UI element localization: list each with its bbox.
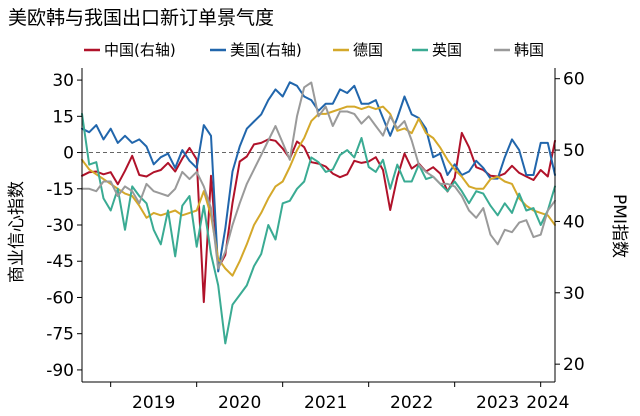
legend-label: 韩国 [514,41,544,59]
x-tick-label: 2022 [390,393,433,413]
y-left-tick-label: -45 [46,252,74,272]
series-line-4 [81,81,556,270]
legend: 中国(右轴) 美国(右轴) 德国 英国 韩国 [84,41,544,59]
chart-title: 美欧韩与我国出口新订单景气度 [8,7,274,29]
y-left-tick-label: -60 [46,288,74,308]
y-axis-left-title: 商业信心指数 [7,181,27,283]
legend-label: 英国 [432,41,462,59]
legend-label: 德国 [353,41,383,59]
y-axis-right-title: PMI指数 [609,194,629,258]
axis-layer: 30 15 0 -15 -30 -45 -60 -75 -90 60 50 40 30 20 2019 202… [46,68,585,413]
x-tick-label: 2023 [476,393,519,413]
y-right-tick-label: 40 [563,212,585,232]
y-left-tick-label: 15 [52,107,74,127]
x-tick-label: 2024 [526,393,569,413]
x-tick-label: 2021 [304,393,347,413]
y-left-tick-label: -75 [46,325,74,345]
y-left-tick-label: 0 [63,144,74,164]
y-right-tick-label: 20 [563,355,585,375]
y-left-tick-label: -30 [46,216,74,236]
y-left-tick-label: 30 [52,71,74,91]
series-layer [81,81,556,345]
x-tick-label: 2019 [132,393,175,413]
series-line-1 [81,81,556,273]
series-line-3 [81,112,556,345]
series-line-0 [81,131,556,304]
legend-label: 美国(右轴) [230,41,302,59]
legend-label: 中国(右轴) [104,41,176,59]
y-right-tick-label: 50 [563,141,585,161]
y-right-tick-label: 60 [563,70,585,90]
y-right-tick-label: 30 [563,284,585,304]
y-left-tick-label: -90 [46,361,74,381]
y-left-tick-label: -15 [46,180,74,200]
x-tick-label: 2020 [218,393,261,413]
